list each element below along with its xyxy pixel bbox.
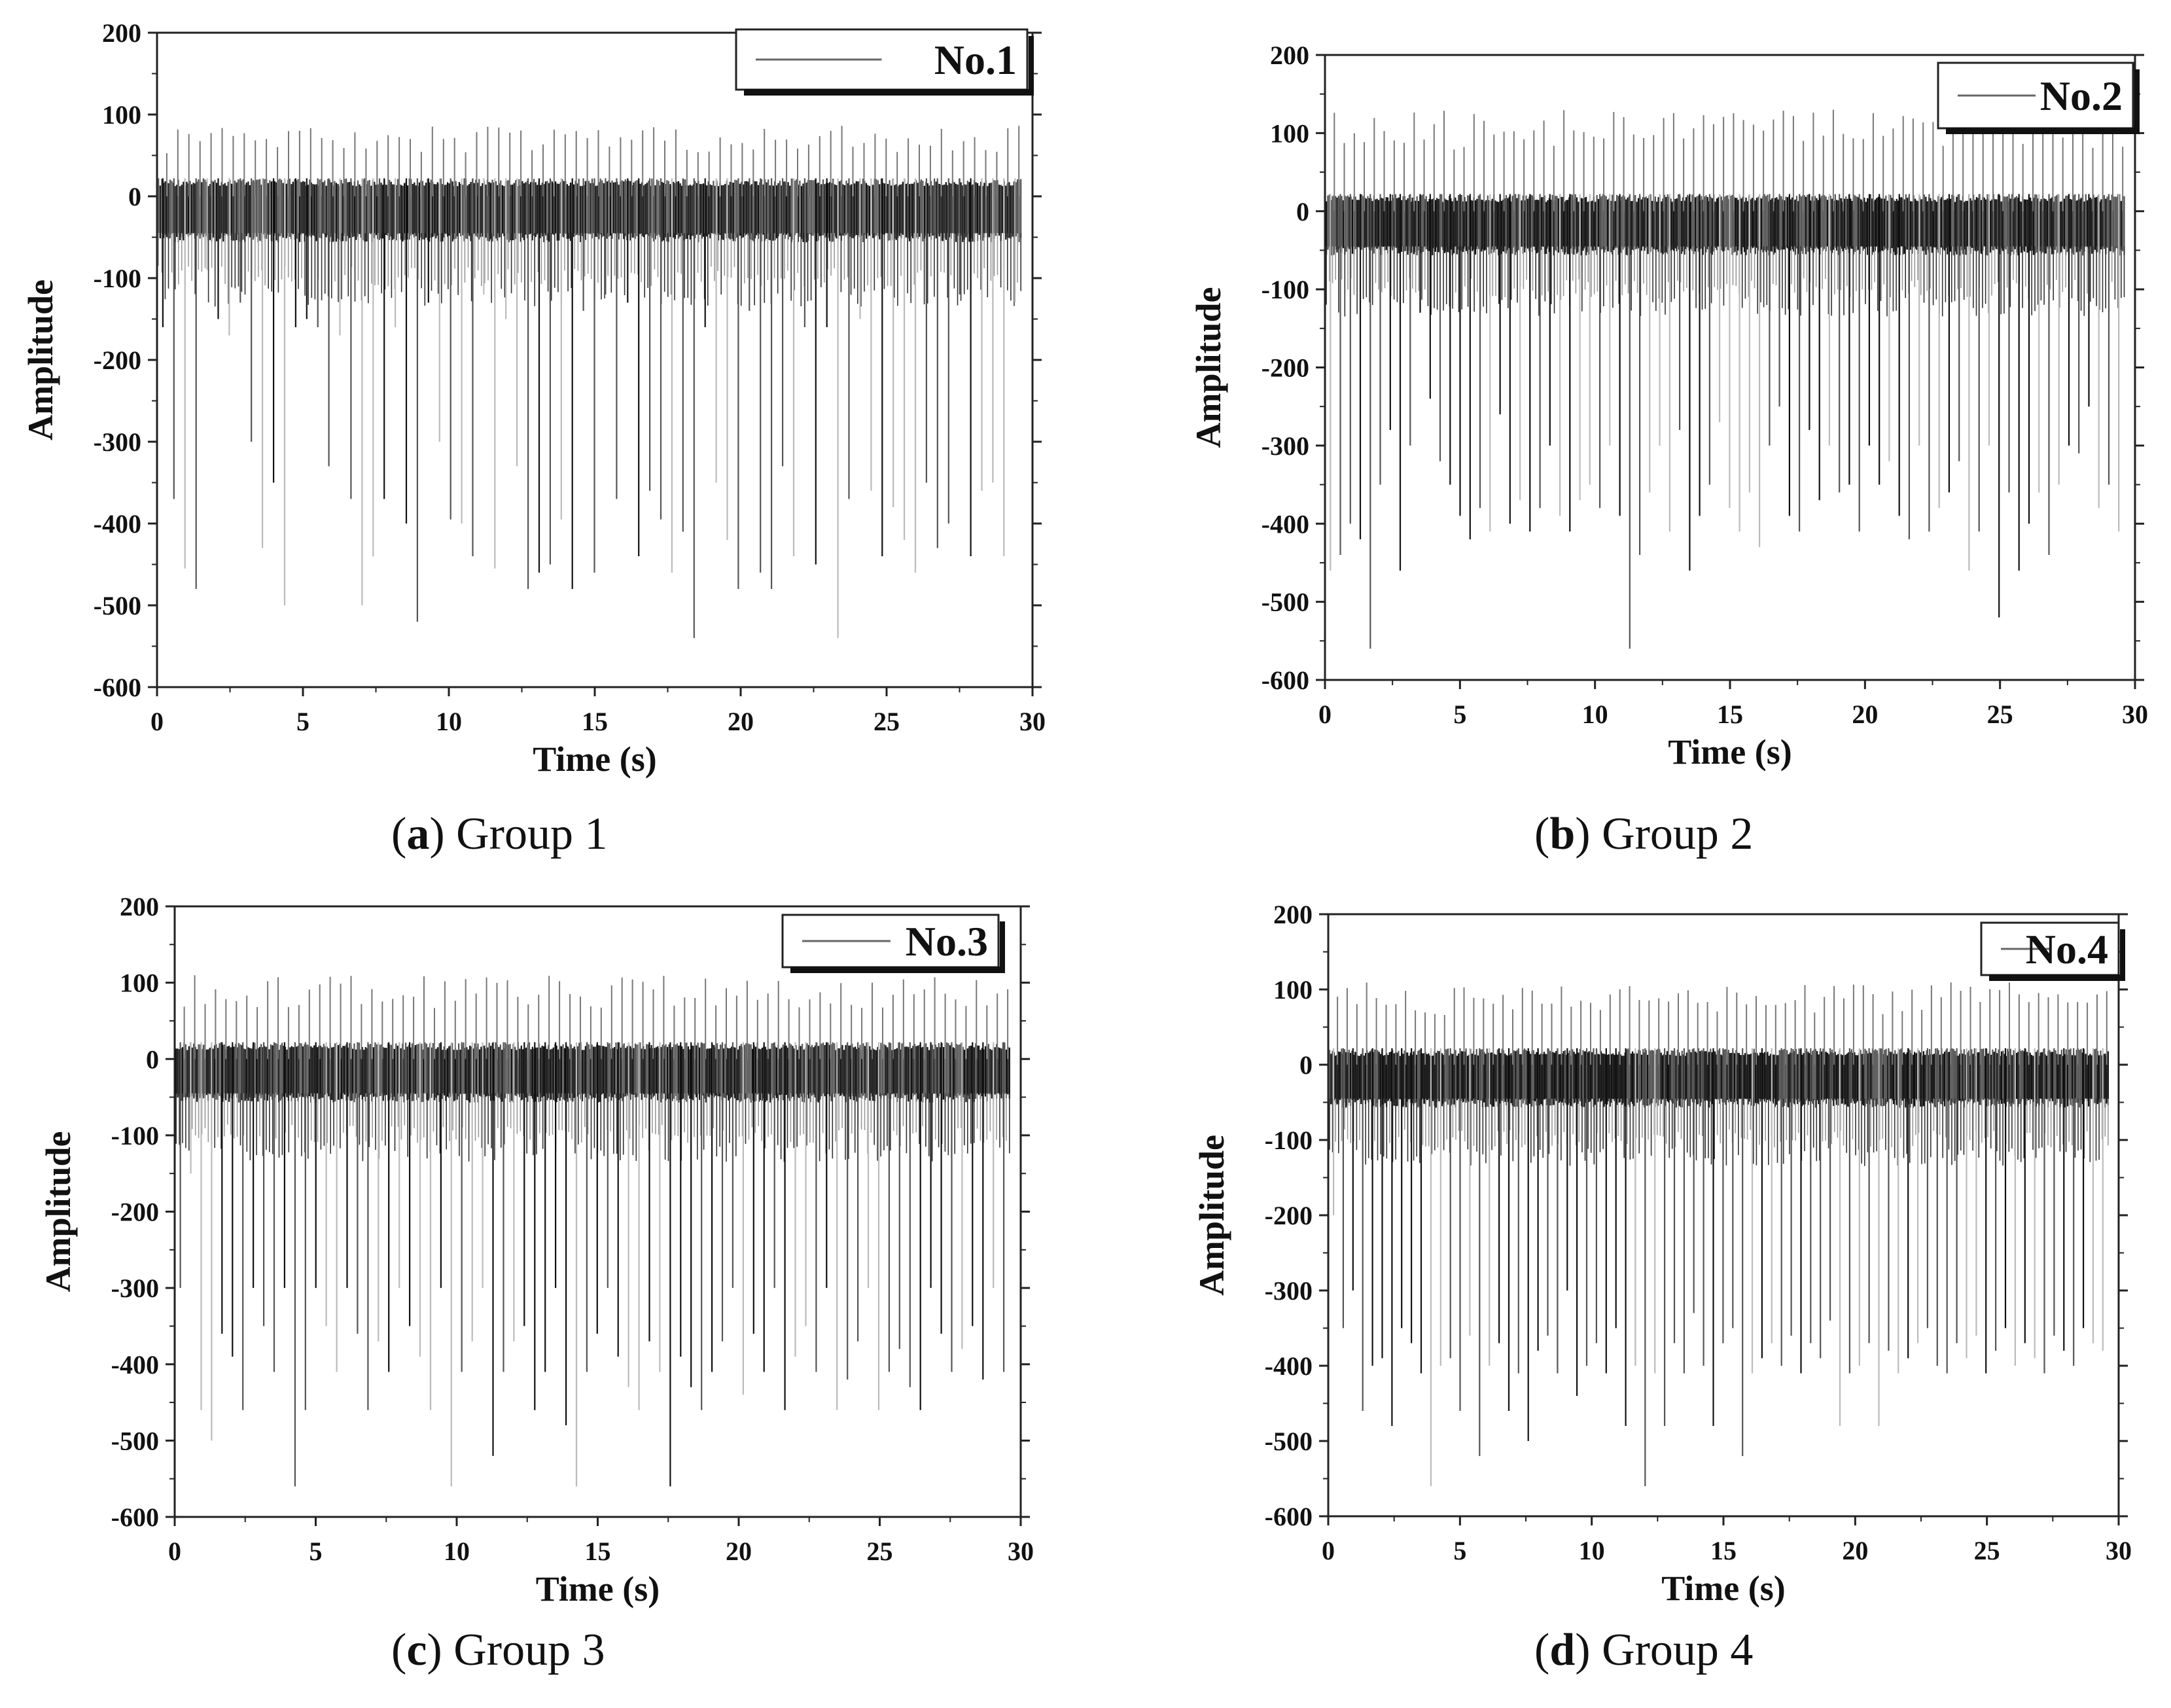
panel-a-caption: (a) Group 1	[391, 809, 608, 859]
y-tick-label: -300	[1262, 431, 1309, 461]
x-tick-label: 0	[150, 707, 164, 736]
signal-series	[1328, 982, 2109, 1486]
y-tick-label: -400	[94, 509, 141, 539]
y-tick-label: -500	[94, 591, 141, 620]
y-tick-label: -600	[1265, 1502, 1313, 1531]
y-tick-label: -400	[1262, 509, 1309, 539]
x-tick-label: 15	[1710, 1536, 1737, 1565]
y-tick-label: -200	[1262, 353, 1309, 383]
x-tick-label: 5	[1453, 700, 1466, 729]
y-tick-label: -500	[1265, 1427, 1313, 1456]
x-tick-label: 15	[1717, 700, 1743, 729]
y-tick-label: -300	[94, 427, 141, 457]
signal-series	[1326, 109, 2125, 649]
x-axis-title: Time (s)	[533, 739, 656, 779]
x-tick-label: 10	[1579, 1536, 1605, 1565]
x-tick-label: 30	[2106, 1536, 2132, 1565]
x-tick-label: 5	[296, 707, 309, 736]
y-tick-label: -400	[1265, 1351, 1313, 1381]
x-tick-label: 0	[168, 1537, 181, 1566]
y-tick-label: 200	[102, 18, 141, 48]
y-tick-label: -200	[1265, 1201, 1313, 1230]
y-axis-title: Amplitude	[21, 279, 60, 440]
legend-label: No.3	[906, 918, 988, 965]
x-tick-label: 0	[1322, 1536, 1335, 1565]
y-tick-label: -500	[111, 1426, 159, 1455]
x-tick-label: 0	[1318, 700, 1332, 729]
x-tick-label: 5	[1453, 1536, 1466, 1565]
x-tick-label: 20	[1842, 1536, 1868, 1565]
y-tick-label: -100	[1262, 275, 1309, 304]
x-axis-title: Time (s)	[536, 1569, 660, 1609]
x-tick-label: 10	[436, 707, 462, 736]
panel-c-caption: (c) Group 3	[391, 1625, 605, 1675]
y-tick-label: 100	[1273, 975, 1313, 1005]
x-tick-label: 15	[585, 1537, 611, 1566]
y-tick-label: -400	[111, 1350, 159, 1379]
x-axis-title: Time (s)	[1661, 1569, 1785, 1608]
y-tick-label: 100	[102, 100, 141, 130]
y-tick-label: -100	[111, 1121, 159, 1150]
y-tick-label: -600	[94, 673, 141, 702]
y-tick-label: 100	[120, 969, 159, 998]
y-tick-label: -100	[1265, 1126, 1313, 1155]
y-tick-label: -200	[94, 346, 141, 375]
x-tick-label: 5	[309, 1537, 323, 1566]
y-axis-title: Amplitude	[1189, 287, 1228, 448]
legend-label: No.4	[2026, 926, 2108, 972]
y-tick-label: 200	[120, 892, 159, 921]
x-tick-label: 25	[867, 1537, 893, 1566]
signal-series	[158, 126, 1022, 638]
y-tick-label: 0	[1299, 1050, 1313, 1080]
x-tick-label: 20	[726, 1537, 752, 1566]
x-tick-label: 30	[1008, 1537, 1034, 1566]
y-tick-label: 0	[128, 182, 141, 211]
x-tick-label: 10	[1582, 700, 1608, 729]
y-tick-label: -500	[1262, 588, 1309, 617]
y-tick-label: 0	[1296, 197, 1309, 226]
x-tick-label: 25	[874, 707, 900, 736]
panel-b-caption: (b) Group 2	[1534, 809, 1754, 859]
panel-b-chart: 200 100 0 -100 -200 -300 -400 -500 -600 0 5 10 15 20 2…	[1189, 41, 2148, 772]
y-axis-title: Amplitude	[39, 1131, 78, 1292]
y-tick-label: -600	[1262, 666, 1309, 695]
panel-a-chart: 200 100 0 -100 -200 -300 -400 -500 -600 0 5 10 15 20 2…	[21, 18, 1046, 779]
panel-d-caption: (d) Group 4	[1534, 1625, 1754, 1675]
legend-label: No.1	[934, 37, 1017, 83]
signal-series	[175, 975, 1010, 1487]
x-tick-label: 25	[1974, 1536, 2000, 1565]
y-axis-title: Amplitude	[1192, 1135, 1231, 1296]
y-tick-label: -600	[111, 1503, 159, 1532]
legend-label: No.2	[2040, 73, 2123, 119]
y-tick-label: -300	[111, 1273, 159, 1303]
y-tick-label: -300	[1265, 1276, 1313, 1306]
y-tick-label: 0	[146, 1044, 159, 1074]
x-tick-label: 25	[1987, 700, 2013, 729]
x-tick-label: 30	[1019, 707, 1046, 736]
panel-c-chart: 200 100 0 -100 -200 -300 -400 -500 -600 0 5 10 15 20 2…	[39, 892, 1034, 1609]
x-tick-label: 20	[1852, 700, 1878, 729]
y-tick-label: 200	[1270, 41, 1309, 70]
x-tick-label: 30	[2122, 700, 2148, 729]
y-tick-label: -100	[94, 264, 141, 293]
panel-d-chart: 200 100 0 -100 -200 -300 -400 -500 -600 0 5 10 15 20 2…	[1192, 900, 2132, 1608]
x-tick-label: 15	[582, 707, 608, 736]
x-tick-label: 10	[444, 1537, 470, 1566]
y-tick-label: 200	[1273, 900, 1313, 929]
x-tick-label: 20	[728, 707, 754, 736]
y-tick-label: 100	[1270, 118, 1309, 148]
x-axis-title: Time (s)	[1668, 732, 1792, 772]
y-tick-label: -200	[111, 1198, 159, 1227]
